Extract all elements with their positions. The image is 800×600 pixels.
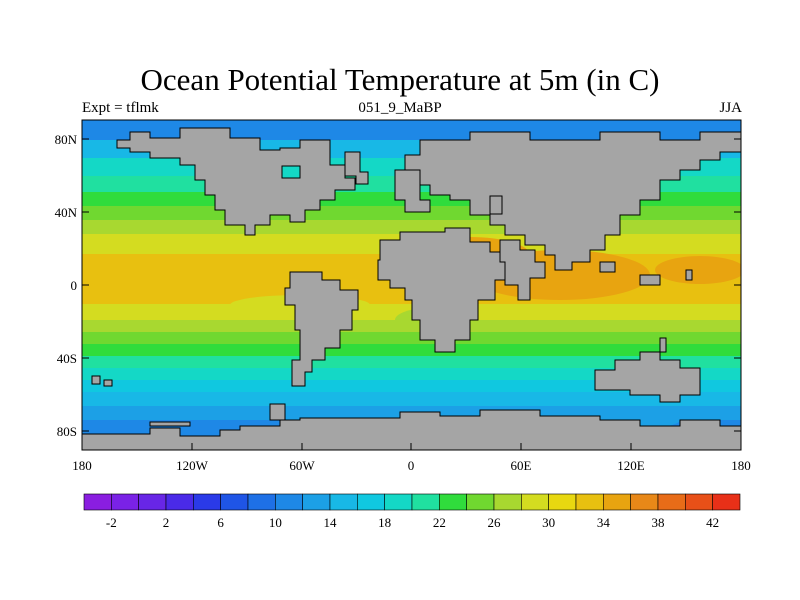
colorbar-swatch (548, 493, 577, 511)
colorbar-label: -2 (106, 515, 117, 530)
landmass-new-guinea (639, 274, 661, 286)
colorbar-label: 14 (324, 515, 338, 530)
colorbar-swatch (493, 493, 522, 511)
colorbar-swatch (193, 493, 221, 511)
run-label: 051_9_MaBP (358, 100, 442, 116)
lat-tick-label: 40N (55, 205, 78, 220)
colorbar-label: 42 (706, 515, 719, 530)
lat-tick-label: 40S (57, 351, 77, 366)
lat-tick-label: 80N (55, 132, 78, 147)
lon-tick-label: 60W (289, 458, 315, 473)
colorbar-label: 22 (433, 515, 446, 530)
landmass-europe (394, 169, 431, 213)
colorbar-label: 26 (488, 515, 502, 530)
landmass-greenland (344, 151, 369, 185)
lon-tick-label: 120E (617, 458, 645, 473)
colorbar-swatch (357, 493, 385, 511)
landmass-africa (377, 227, 513, 353)
experiment-label: Expt = tflmk (82, 100, 159, 116)
colorbar-swatch (138, 493, 167, 511)
landmass-south-america (284, 271, 359, 387)
colorbar-swatch (411, 493, 440, 511)
colorbar-swatch (630, 493, 659, 511)
colorbar-swatch (521, 493, 549, 511)
landmass-australia (594, 351, 701, 403)
map-title: Ocean Potential Temperature at 5m (in C) (140, 62, 660, 97)
colorbar-swatch (575, 493, 604, 511)
colorbar-swatch (657, 493, 686, 511)
colorbar-label: 10 (269, 515, 282, 530)
lat-tick-label: 80S (57, 424, 77, 439)
colorbar-swatch (302, 493, 331, 511)
colorbar-label: 6 (217, 515, 224, 530)
landmass-arabia (499, 239, 546, 301)
landmass-antarctic-peninsula (269, 403, 286, 421)
lon-tick-label: 180 (72, 458, 92, 473)
colorbar-swatch (275, 493, 303, 511)
colorbar-swatch (603, 493, 631, 511)
colorbar-swatch (384, 493, 413, 511)
colorbar-swatch (220, 493, 249, 511)
season-label: JJA (719, 100, 742, 116)
longitude-axis (81, 443, 742, 450)
landmass-north-america (116, 127, 356, 236)
landmass-eurasia (404, 131, 741, 271)
colorbar-label: 30 (542, 515, 555, 530)
colorbar-swatch (165, 493, 194, 511)
latitude-axis (82, 138, 741, 432)
landmass-maritime-asia (599, 261, 616, 273)
colorbar-swatch (712, 493, 741, 511)
colorbar-label: 34 (597, 515, 611, 530)
lon-tick-label: 0 (408, 458, 415, 473)
colorbar-swatch (685, 493, 713, 511)
landmass-antarctica (82, 409, 741, 450)
lat-tick-label: 0 (71, 278, 78, 293)
lon-tick-label: 60E (511, 458, 532, 473)
colorbar-label: 18 (378, 515, 391, 530)
colorbar (83, 493, 741, 511)
colorbar-swatch (466, 493, 495, 511)
landmass-new-zealand (659, 337, 667, 353)
colorbar-swatch (83, 493, 112, 511)
colorbar-swatch (247, 493, 276, 511)
colorbar-label: 2 (163, 515, 170, 530)
colorbar-swatch (329, 493, 358, 511)
land-masses (82, 127, 741, 450)
colorbar-swatch (111, 493, 139, 511)
colorbar-swatch (439, 493, 467, 511)
lon-tick-label: 180 (731, 458, 751, 473)
colorbar-label: 38 (652, 515, 665, 530)
lon-tick-label: 120W (176, 458, 209, 473)
